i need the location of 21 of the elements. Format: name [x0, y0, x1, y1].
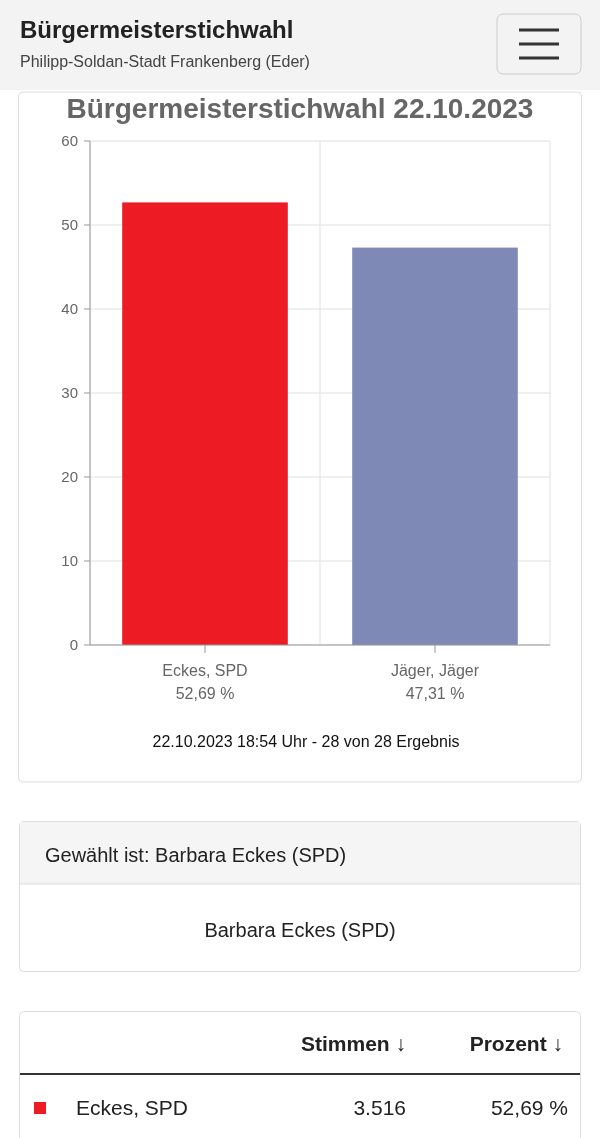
- chart-title: Bürgermeisterstichwahl 22.10.2023: [66, 93, 534, 124]
- text: Bürgermeisterstichwahl: [20, 16, 294, 43]
- text: Gewählt ist: Barbara Eckes (SPD): [45, 844, 347, 866]
- data-label: 47,31 %: [405, 685, 465, 702]
- text: Prozent ↓: [469, 1032, 563, 1055]
- text: 52,69 %: [490, 1096, 568, 1119]
- y-tick-label: 60: [61, 132, 78, 150]
- text: Eckes, SPD: [76, 1096, 189, 1119]
- text: Stimmen ↓: [300, 1032, 406, 1055]
- y-tick-label: 0: [69, 636, 78, 654]
- y-tick-label: 30: [61, 384, 78, 402]
- y-tick-label: 40: [61, 300, 78, 318]
- text: Philipp-Soldan-Stadt Frankenberg (Eder): [20, 53, 310, 70]
- text: 3.516: [353, 1096, 406, 1119]
- y-tick-label: 20: [61, 468, 78, 486]
- y-tick-label: 10: [61, 552, 78, 570]
- x-tick-label: Jäger, Jäger: [390, 662, 480, 679]
- data-label: 52,69 %: [175, 685, 235, 702]
- text: 22.10.2023 18:54 Uhr - 28 von 28 Ergebnis: [152, 733, 460, 750]
- text: Barbara Eckes (SPD): [204, 919, 396, 941]
- y-tick-label: 50: [61, 216, 78, 234]
